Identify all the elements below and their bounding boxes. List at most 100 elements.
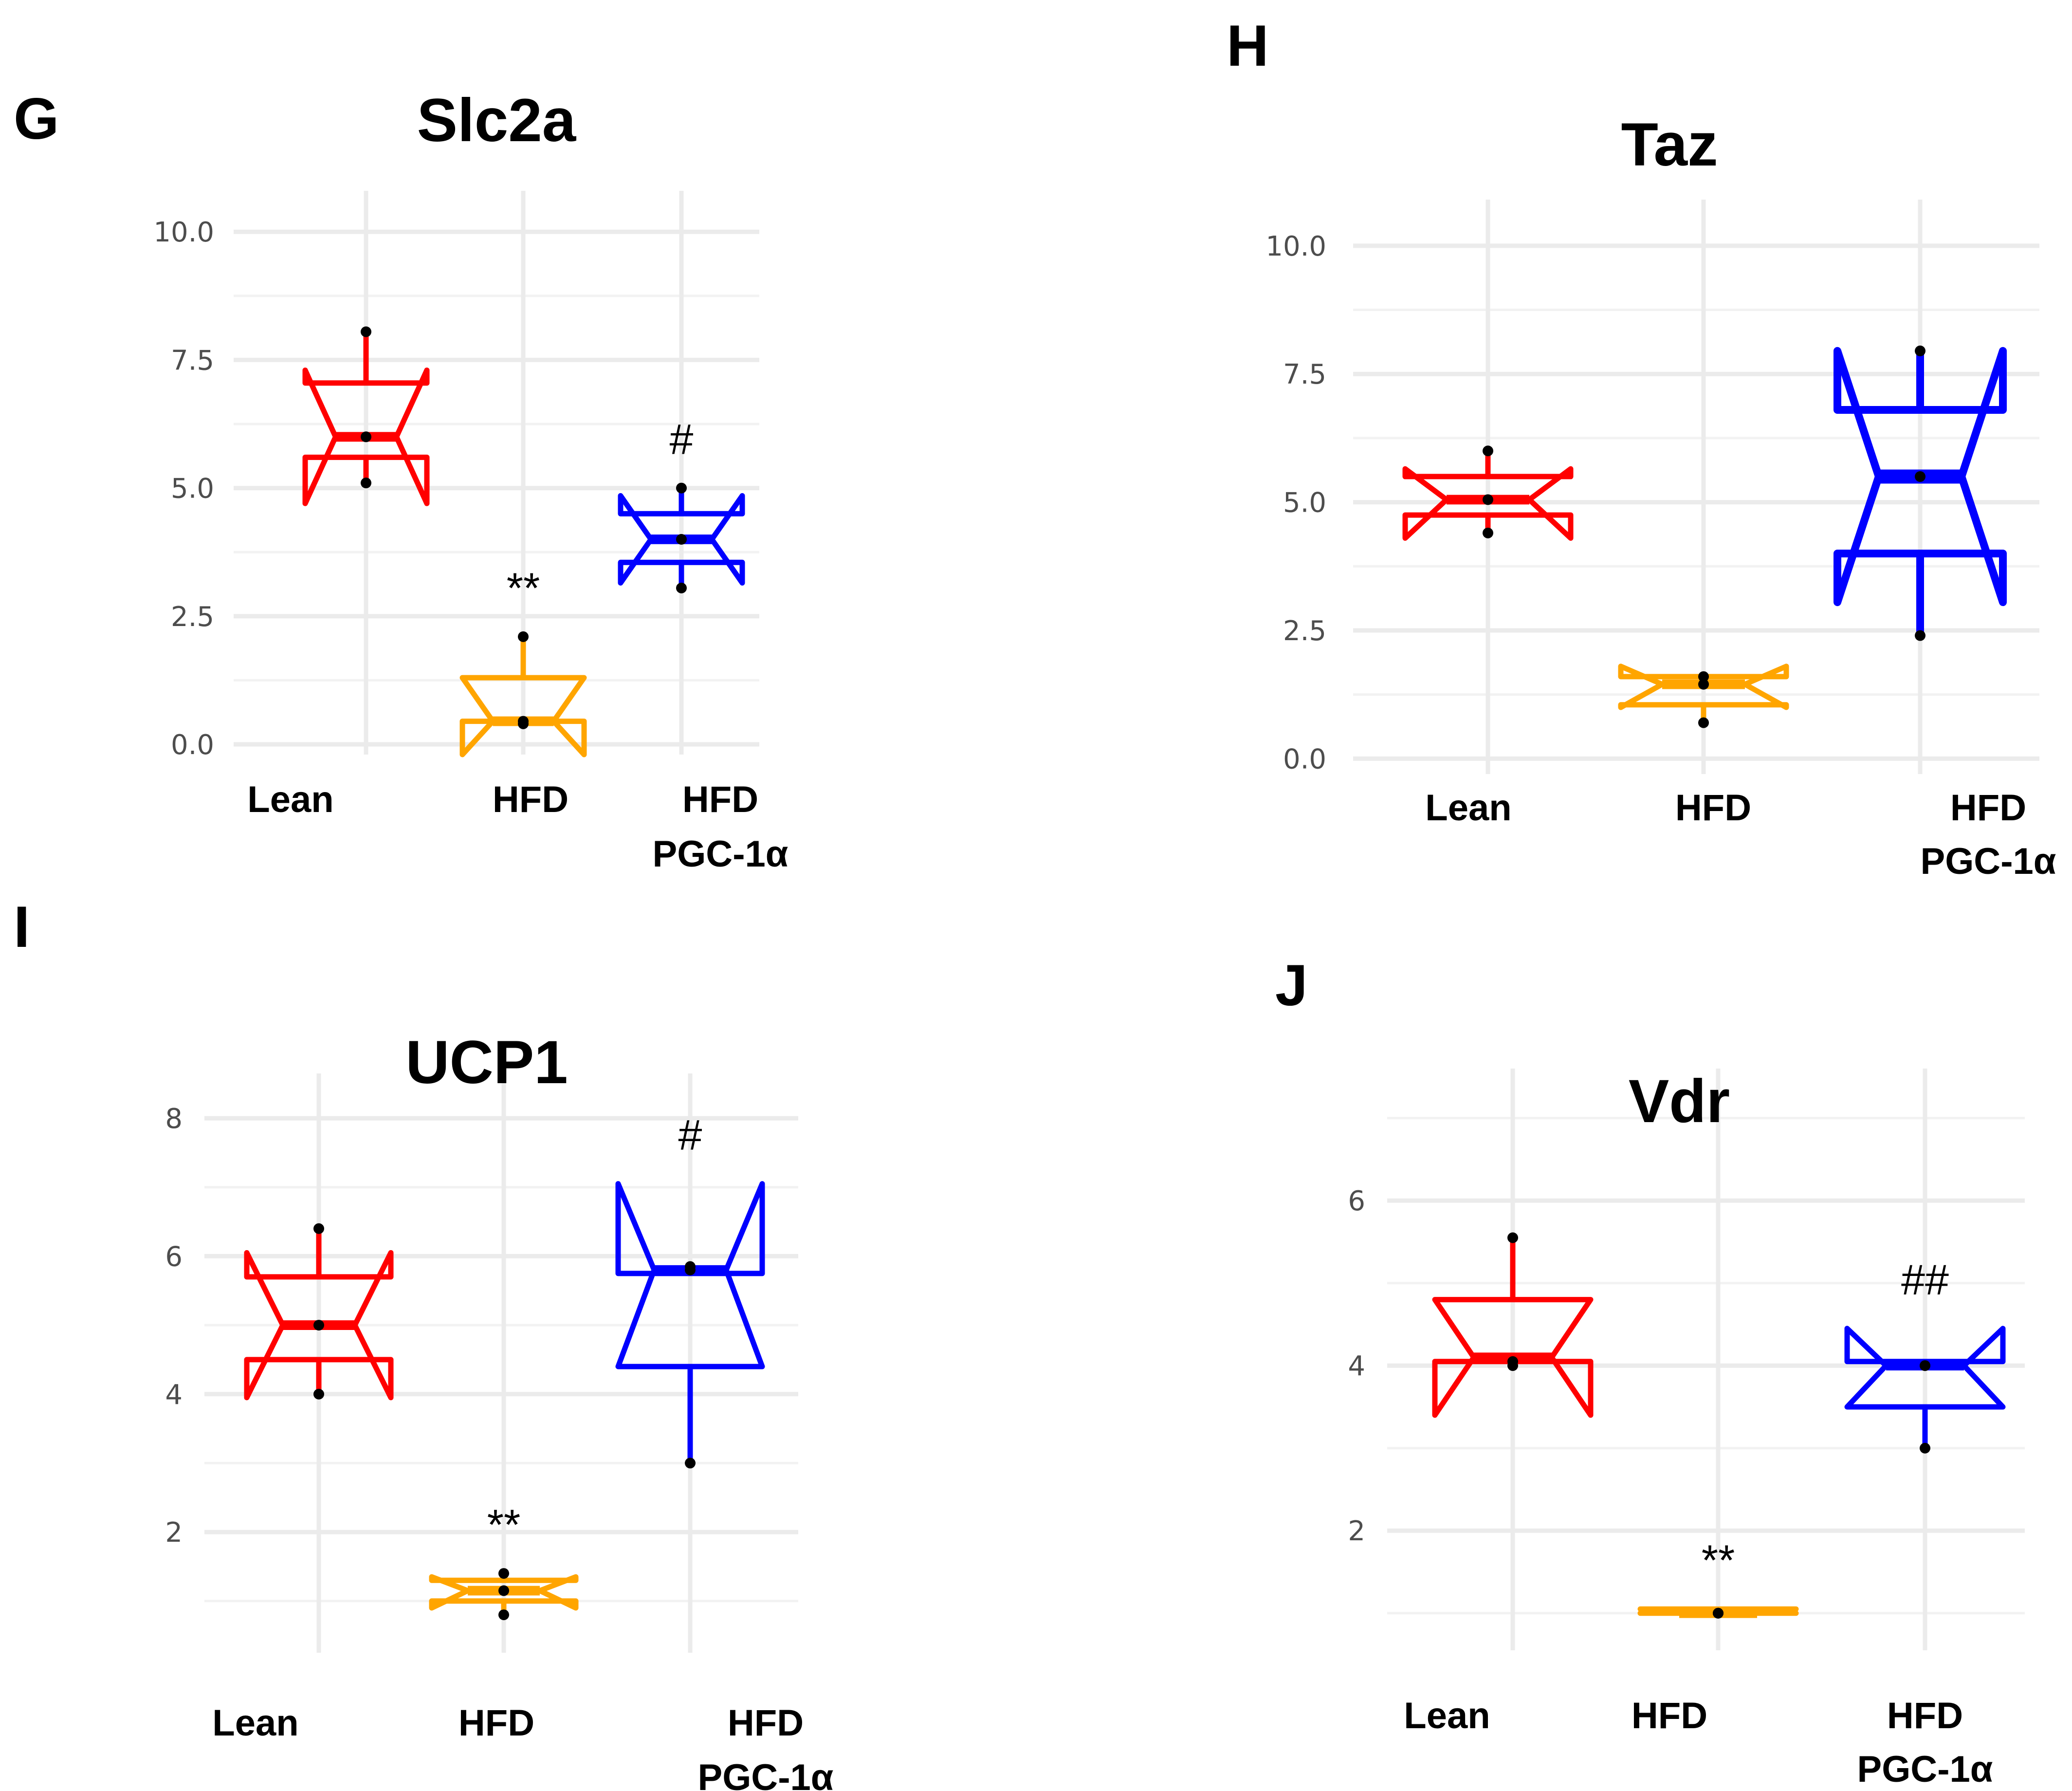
x-category-label: Lean bbox=[1404, 1695, 1490, 1736]
x-category-label: HFD bbox=[1950, 787, 2026, 829]
significance-annotation: ** bbox=[507, 564, 540, 612]
data-point bbox=[685, 1458, 696, 1469]
significance-annotation: ## bbox=[1901, 1256, 1949, 1304]
data-point bbox=[1507, 1356, 1518, 1367]
data-point bbox=[676, 534, 687, 545]
data-point bbox=[518, 631, 529, 642]
significance-annotation: ** bbox=[1702, 1536, 1735, 1584]
data-point bbox=[1507, 1232, 1518, 1243]
box-1 bbox=[1432, 1232, 1594, 1418]
y-tick-label: 6 bbox=[165, 1241, 183, 1273]
box-body bbox=[1844, 1326, 2006, 1410]
x-category-label: Lean bbox=[212, 1702, 298, 1744]
data-point bbox=[1483, 445, 1493, 457]
x-category-label: HFD bbox=[458, 1702, 534, 1744]
chart-title: Vdr bbox=[1629, 1068, 1730, 1135]
data-point bbox=[1483, 527, 1493, 538]
box-3 bbox=[615, 1181, 765, 1469]
x-category-label: HFD bbox=[728, 1702, 804, 1744]
y-tick-label: 0.0 bbox=[171, 729, 214, 761]
data-point bbox=[313, 1320, 324, 1331]
panel-I: 2 4 6 8 I UCP1 ** # Lean HFD HFD PGC-1α bbox=[14, 894, 834, 1791]
panel-G: 0.0 2.5 5.0 7.5 10.0 G Slc2a ** # Lean HFD HFD PGC-1… bbox=[14, 86, 788, 875]
y-tick-label: 2 bbox=[1348, 1515, 1365, 1547]
y-tick-label: 2 bbox=[165, 1517, 183, 1549]
box-1 bbox=[244, 1223, 394, 1401]
data-point bbox=[313, 1388, 324, 1400]
panel-letter: I bbox=[14, 894, 30, 960]
panel-letter: G bbox=[14, 86, 59, 151]
box-body bbox=[429, 1574, 579, 1611]
y-tick-label: 2.5 bbox=[1283, 615, 1326, 647]
box-2 bbox=[1637, 1606, 1799, 1619]
panel-H: 0.0 2.5 5.0 7.5 10.0 H Taz Lean HFD HFD PGC-1α bbox=[1227, 13, 2056, 882]
panel-letter: H bbox=[1227, 13, 1269, 78]
y-tick-label: 2.5 bbox=[171, 601, 214, 633]
chart-title: UCP1 bbox=[405, 1029, 568, 1096]
box-1 bbox=[302, 326, 430, 506]
x-category-label: PGC-1α bbox=[1921, 841, 2056, 882]
box-2 bbox=[1618, 664, 1789, 728]
data-point bbox=[1920, 1360, 1930, 1371]
box-2 bbox=[429, 1568, 579, 1621]
y-tick-label: 8 bbox=[165, 1103, 183, 1135]
box-body bbox=[1618, 664, 1789, 710]
data-point bbox=[1698, 671, 1709, 682]
x-category-label: PGC-1α bbox=[698, 1757, 834, 1791]
x-category-label: PGC-1α bbox=[1857, 1749, 1993, 1790]
data-point bbox=[361, 326, 371, 337]
data-point bbox=[1698, 717, 1709, 728]
y-tick-label: 4 bbox=[1348, 1350, 1365, 1382]
x-category-label: HFD bbox=[1632, 1695, 1707, 1736]
data-point bbox=[518, 716, 529, 727]
data-point bbox=[361, 478, 371, 489]
y-tick-label: 0.0 bbox=[1283, 743, 1326, 775]
box-body bbox=[1402, 466, 1574, 541]
data-point bbox=[498, 1585, 509, 1596]
box-body bbox=[618, 493, 745, 586]
data-point bbox=[1915, 471, 1925, 482]
box-body bbox=[615, 1181, 765, 1369]
x-category-label: HFD bbox=[493, 779, 568, 820]
box-3 bbox=[1844, 1326, 2006, 1454]
chart-title: Slc2a bbox=[417, 87, 577, 154]
box-body bbox=[302, 367, 430, 506]
data-point bbox=[1920, 1442, 1930, 1454]
significance-annotation: # bbox=[678, 1111, 702, 1159]
y-tick-label: 10.0 bbox=[1265, 231, 1326, 262]
data-point bbox=[685, 1261, 696, 1272]
box-1 bbox=[1402, 445, 1574, 541]
y-tick-label: 5.0 bbox=[171, 473, 214, 505]
data-point bbox=[498, 1609, 509, 1621]
panel-letter: J bbox=[1275, 953, 1308, 1018]
x-category-label: HFD bbox=[1675, 787, 1751, 829]
y-tick-label: 5.0 bbox=[1283, 487, 1326, 519]
data-point bbox=[361, 431, 371, 443]
data-point bbox=[1713, 1607, 1724, 1619]
data-point bbox=[1915, 630, 1925, 641]
box-body bbox=[1834, 347, 2007, 607]
box-2 bbox=[459, 631, 587, 757]
y-tick-label: 7.5 bbox=[171, 345, 214, 376]
x-category-label: HFD bbox=[682, 779, 758, 820]
data-point bbox=[313, 1223, 324, 1234]
x-category-label: HFD bbox=[1887, 1695, 1963, 1736]
x-category-label: Lean bbox=[1425, 787, 1511, 829]
y-tick-label: 10.0 bbox=[153, 217, 214, 248]
data-point bbox=[498, 1568, 509, 1579]
data-point bbox=[1698, 679, 1709, 690]
x-category-label: PGC-1α bbox=[653, 833, 788, 875]
data-point bbox=[676, 582, 687, 593]
data-point bbox=[1483, 494, 1493, 505]
significance-annotation: ** bbox=[487, 1500, 521, 1549]
box-3 bbox=[618, 482, 745, 593]
data-point bbox=[1915, 345, 1925, 356]
x-category-label: Lean bbox=[247, 779, 333, 820]
panel-J: 2 4 6 J Vdr ** ## Lean HFD HFD PGC-1α bbox=[1275, 953, 2025, 1790]
box-3 bbox=[1834, 345, 2007, 641]
y-tick-label: 4 bbox=[165, 1379, 183, 1411]
y-tick-label: 7.5 bbox=[1283, 359, 1326, 390]
significance-annotation: # bbox=[670, 415, 694, 463]
box-body bbox=[244, 1250, 394, 1401]
